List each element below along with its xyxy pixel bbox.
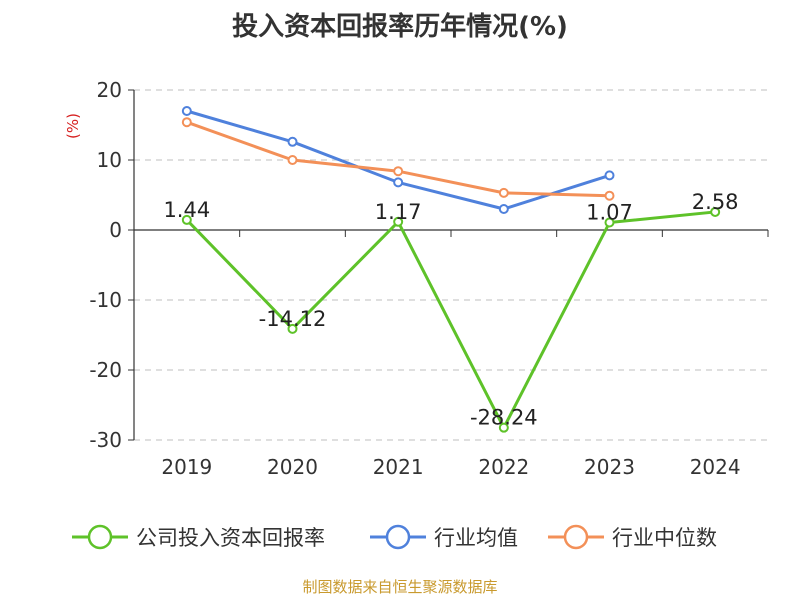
- y-tick-label: -10: [89, 288, 122, 312]
- data-point: [287, 136, 298, 147]
- legend-marker: [87, 524, 113, 550]
- data-point: [181, 106, 192, 116]
- data-point: [287, 323, 298, 334]
- y-tick-label: 20: [97, 78, 122, 102]
- data-label: 2.58: [692, 190, 739, 214]
- data-point: [604, 190, 615, 201]
- data-point: [498, 204, 509, 214]
- data-point: [181, 214, 192, 225]
- data-point: [393, 166, 404, 177]
- x-tick-label: 2023: [584, 455, 635, 479]
- y-tick-label: 0: [109, 218, 122, 242]
- data-point: [604, 170, 615, 181]
- data-point: [604, 217, 615, 228]
- legend[interactable]: 公司投入资本回报率 行业均值 行业中位数: [72, 524, 717, 550]
- data-label: -14.12: [259, 307, 327, 331]
- grid-lines: [134, 89, 768, 441]
- data-point: [710, 206, 721, 217]
- y-axis-label: (%): [64, 113, 82, 139]
- data-label: -28.24: [470, 406, 538, 430]
- axes: -30 -20 -10 0 10 20 2019 2020 2021 2022 2023 2024: [89, 78, 769, 479]
- series-line: [185, 210, 716, 430]
- y-tick-label: 10: [97, 148, 122, 172]
- data-label: 1.17: [375, 200, 422, 224]
- data-point: [498, 422, 509, 433]
- x-tick-label: 2021: [373, 455, 424, 479]
- legend-label: 行业均值: [434, 526, 518, 550]
- data-label: 1.44: [163, 198, 210, 222]
- data-point: [393, 177, 404, 188]
- y-tick-label: -20: [89, 358, 122, 382]
- x-tick-label: 2022: [478, 455, 529, 479]
- legend-label: 行业中位数: [612, 526, 717, 550]
- data-labels: 1.44 -14.12 1.17 -28.24 1.07 2.58: [163, 190, 738, 430]
- x-tick-label: 2024: [690, 455, 741, 479]
- series-lines: [181, 106, 721, 433]
- legend-marker: [385, 524, 411, 550]
- data-point: [498, 187, 509, 198]
- y-tick-label: -30: [89, 428, 122, 452]
- legend-marker: [563, 524, 589, 550]
- data-point: [393, 216, 404, 227]
- data-point: [287, 155, 298, 165]
- data-point: [181, 117, 192, 128]
- data-label: 1.07: [586, 201, 633, 225]
- data-source-note: 制图数据来自恒生聚源数据库: [302, 578, 498, 596]
- x-tick-label: 2020: [267, 455, 318, 479]
- chart-title: 投入资本回报率历年情况(%): [232, 12, 568, 42]
- legend-label: 公司投入资本回报率: [136, 526, 325, 550]
- x-tick-label: 2019: [161, 455, 212, 479]
